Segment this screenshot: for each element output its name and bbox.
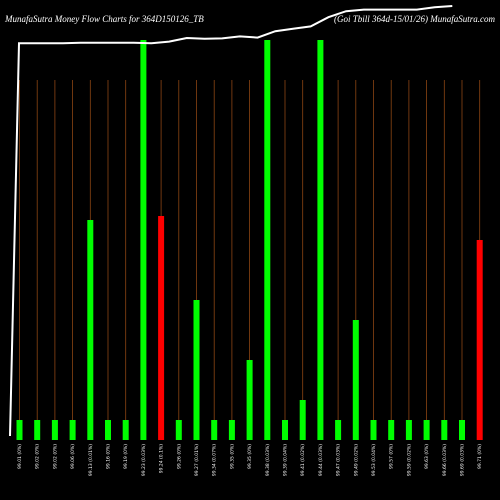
bar bbox=[228, 420, 235, 440]
bar bbox=[193, 300, 200, 440]
bar bbox=[282, 420, 288, 440]
bar bbox=[105, 420, 111, 440]
bar bbox=[158, 216, 165, 440]
x-tick-label: 99.49 (0.02%) bbox=[353, 444, 359, 476]
x-tick-label: 99.02 (0%) bbox=[52, 444, 58, 469]
bar bbox=[388, 420, 395, 440]
bar bbox=[317, 40, 324, 440]
x-tick-label: 99.41 (0.02%) bbox=[300, 444, 306, 476]
x-tick-label: 99.16 (0%) bbox=[106, 444, 112, 469]
bar bbox=[122, 420, 129, 440]
x-tick-label: 99.69 (0.03%) bbox=[460, 444, 466, 476]
bar bbox=[370, 420, 377, 440]
bar bbox=[423, 420, 430, 440]
x-tick-label: 99.34 (0.07%) bbox=[212, 444, 218, 476]
bar bbox=[476, 240, 483, 440]
bar bbox=[264, 40, 271, 440]
bar bbox=[69, 420, 76, 440]
chart-title-left: MunafaSutra Money Flow Charts for 364D15… bbox=[4, 14, 204, 24]
bar bbox=[87, 220, 94, 440]
x-tick-label: 99.71 (0%) bbox=[477, 444, 483, 469]
x-tick-label: 99.19 (0%) bbox=[123, 444, 129, 469]
x-tick-label: 99.02 (0%) bbox=[35, 444, 41, 469]
bars bbox=[16, 40, 483, 440]
bar bbox=[405, 420, 412, 440]
bar bbox=[459, 420, 465, 440]
bar bbox=[246, 360, 253, 440]
x-tick-label: 99.63 (0%) bbox=[424, 444, 430, 469]
bar bbox=[16, 420, 23, 440]
x-tick-labels: 99.01 (0%) 99.02 (0%) 99.02 (0%) 99.06 (0%)… bbox=[17, 444, 483, 476]
bar bbox=[34, 420, 41, 440]
bar bbox=[175, 420, 182, 440]
x-tick-label: 99.26 (0%) bbox=[176, 444, 182, 469]
x-tick-label: 99.44 (0.03%) bbox=[318, 444, 324, 476]
x-tick-label: 99.13 (0.01%) bbox=[88, 444, 94, 476]
x-tick-label: 99.35 (0%) bbox=[247, 444, 253, 469]
x-tick-label: 99.23 (0.03%) bbox=[141, 444, 147, 476]
trend-line bbox=[9, 5, 453, 437]
bar bbox=[140, 40, 147, 440]
x-tick-label: 99.57 (0%) bbox=[389, 444, 395, 469]
x-tick-label: 99.38 (0.03%) bbox=[265, 444, 271, 476]
x-tick-label: 99.35 (0%) bbox=[229, 444, 235, 469]
bar bbox=[51, 420, 58, 440]
trend-line-group bbox=[9, 5, 453, 437]
bar bbox=[299, 400, 306, 440]
x-tick-label: 99.06 (0%) bbox=[70, 444, 76, 469]
bar bbox=[441, 420, 448, 440]
x-tick-label: 99.24 (0.1%) bbox=[159, 444, 165, 474]
x-tick-label: 99.66 (0.03%) bbox=[442, 444, 448, 476]
x-tick-label: 99.47 (0.03%) bbox=[336, 444, 342, 476]
chart-title-right: (Goi Tbill 364d-15/01/26) MunafaSutra.co… bbox=[334, 14, 495, 24]
bar bbox=[211, 420, 218, 440]
x-tick-label: 99.01 (0%) bbox=[17, 444, 23, 469]
x-tick-label: 99.27 (0.01%) bbox=[194, 444, 200, 476]
x-tick-label: 99.53 (0.04%) bbox=[371, 444, 377, 476]
bar bbox=[335, 420, 342, 440]
bar bbox=[352, 320, 359, 440]
x-tick-label: 99.39 (0.04%) bbox=[283, 444, 289, 476]
x-tick-label: 99.59 (0.02%) bbox=[406, 444, 412, 476]
